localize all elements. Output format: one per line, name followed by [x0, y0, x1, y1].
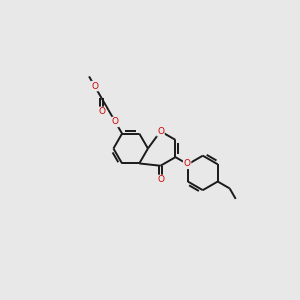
- Text: O: O: [112, 117, 119, 126]
- Text: O: O: [98, 107, 105, 116]
- Text: O: O: [184, 159, 190, 168]
- Text: O: O: [157, 176, 164, 184]
- Text: O: O: [91, 82, 98, 91]
- Text: O: O: [157, 127, 164, 136]
